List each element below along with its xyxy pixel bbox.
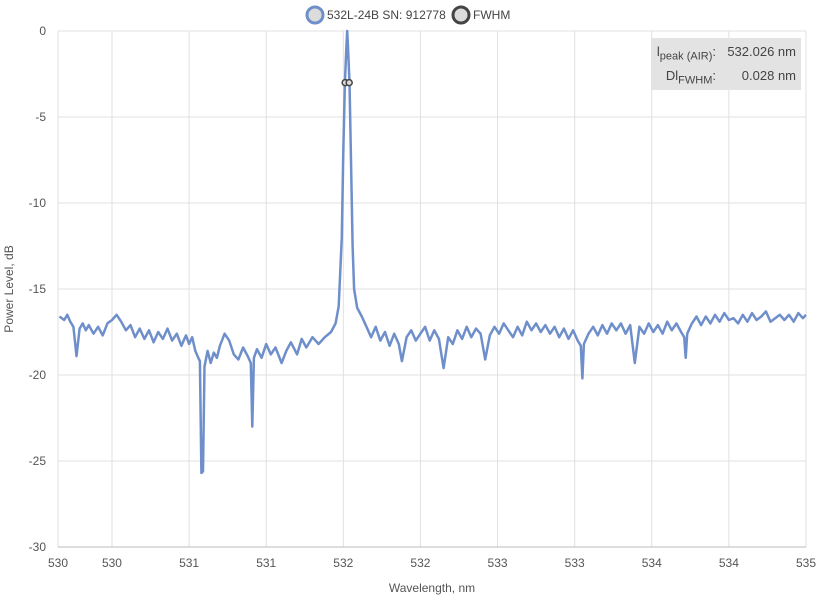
x-tick-label: 530 — [48, 556, 68, 570]
fwhm-marker — [345, 78, 353, 87]
x-tick-label: 532 — [333, 556, 353, 570]
x-tick-label: 534 — [642, 556, 662, 570]
peak-wavelength-row: lpeak (AIR): 532.026 nm — [651, 41, 799, 63]
grid-lines — [57, 30, 807, 548]
peak-wavelength-value: 532.026 nm — [727, 44, 796, 59]
y-tick-label: -5 — [35, 110, 46, 124]
peak-info-box: lpeak (AIR): 532.026 nm DlFWHM: 0.028 nm — [651, 38, 801, 90]
legend-label-series: 532L-24B SN: 912778 — [327, 8, 446, 22]
x-tick-labels: 530 530 531 531 532 532 533 533 534 534 535 — [48, 556, 816, 570]
legend-item-fwhm[interactable]: FWHM — [451, 5, 510, 25]
x-tick-label: 533 — [488, 556, 508, 570]
x-tick-label: 531 — [179, 556, 199, 570]
y-tick-label: 0 — [39, 24, 46, 38]
peak-wavelength-label: lpeak (AIR): — [656, 44, 716, 63]
y-tick-label: -30 — [29, 540, 47, 554]
x-tick-label: 535 — [796, 556, 816, 570]
legend-marker-fwhm — [451, 5, 471, 25]
legend[interactable]: 532L-24B SN: 912778 FWHM — [305, 5, 510, 25]
y-tick-label: -20 — [29, 368, 47, 382]
fwhm-value: 0.028 nm — [741, 68, 796, 83]
legend-item-series[interactable]: 532L-24B SN: 912778 — [305, 5, 446, 25]
legend-marker-series — [305, 5, 325, 25]
y-tick-label: -10 — [29, 196, 47, 210]
fwhm-label: DlFWHM: — [665, 68, 716, 87]
fwhm-row: DlFWHM: 0.028 nm — [651, 65, 799, 87]
series-layer — [58, 29, 807, 475]
x-tick-label: 534 — [719, 556, 739, 570]
x-tick-label: 533 — [565, 556, 585, 570]
y-axis-title: Power Level, dB — [2, 245, 16, 332]
x-tick-label: 532 — [410, 556, 430, 570]
x-tick-label: 531 — [256, 556, 276, 570]
legend-label-fwhm: FWHM — [473, 8, 510, 22]
x-axis-title: Wavelength, nm — [389, 581, 475, 595]
y-tick-label: -15 — [29, 282, 47, 296]
series-line-spectrum — [58, 29, 807, 475]
y-tick-labels: 0 -5 -10 -15 -20 -25 -30 — [29, 24, 47, 554]
y-tick-label: -25 — [29, 454, 47, 468]
x-tick-label: 530 — [102, 556, 122, 570]
